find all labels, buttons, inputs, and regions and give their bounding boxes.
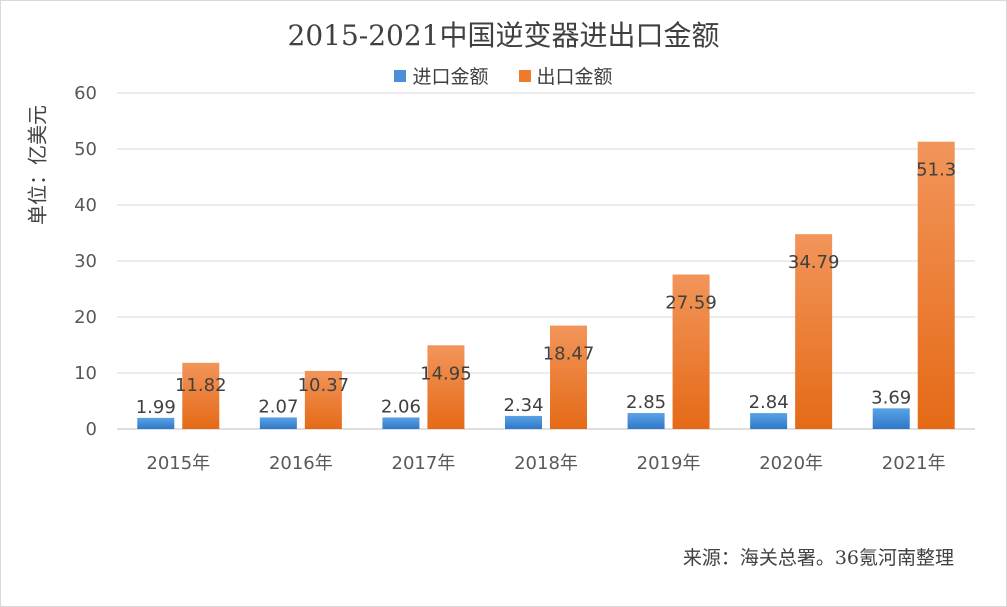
y-tick-label: 0 — [86, 419, 97, 440]
data-label-export: 27.59 — [665, 292, 717, 313]
legend-swatch-import — [394, 69, 407, 82]
chart-title: 2015-2021中国逆变器进出口金额 — [287, 19, 720, 52]
bar-export — [550, 325, 587, 429]
y-tick-label: 50 — [74, 139, 97, 160]
bar-import — [750, 413, 788, 429]
bar-export — [795, 234, 833, 429]
bar-import — [627, 413, 665, 429]
x-tick-label: 2017年 — [392, 453, 456, 474]
data-label-export: 51.3 — [916, 160, 956, 181]
legend-label-export: 出口金额 — [536, 66, 613, 88]
data-label-export: 14.95 — [420, 363, 472, 384]
legend-swatch-export — [518, 69, 531, 82]
x-tick-label: 2016年 — [269, 453, 333, 474]
data-label-export: 11.82 — [175, 375, 227, 396]
legend-item-import: 进口金额 — [394, 62, 489, 89]
data-label-export: 34.79 — [788, 252, 840, 273]
bar-import — [382, 417, 420, 429]
bar-import — [505, 415, 542, 429]
bar-export — [917, 141, 955, 429]
x-tick-label: 2020年 — [759, 453, 823, 474]
data-label-import: 3.69 — [871, 387, 911, 408]
bar-import — [137, 417, 175, 429]
x-tick-label: 2015年 — [146, 453, 210, 474]
data-label-import: 2.06 — [381, 396, 421, 417]
bar-import — [872, 408, 910, 429]
data-label-export: 10.37 — [298, 375, 350, 396]
bar-export — [672, 274, 710, 429]
bar-export — [182, 362, 220, 429]
y-tick-label: 60 — [74, 83, 97, 104]
data-label-import: 2.07 — [258, 396, 298, 417]
data-label-import: 1.99 — [136, 397, 176, 418]
y-tick-label: 20 — [74, 307, 97, 328]
source-note: 来源：海关总署。36氪河南整理 — [682, 547, 954, 569]
data-label-export: 18.47 — [543, 344, 595, 365]
bar-import — [259, 417, 297, 429]
x-tick-label: 2019年 — [637, 453, 701, 474]
legend-item-export: 出口金额 — [518, 62, 613, 89]
legend-label-import: 进口金额 — [412, 66, 489, 88]
bar-export — [427, 345, 465, 429]
x-tick-label: 2021年 — [882, 453, 946, 474]
data-label-import: 2.85 — [626, 392, 666, 413]
y-tick-label: 40 — [74, 195, 97, 216]
data-label-import: 2.84 — [749, 392, 789, 413]
y-tick-label: 30 — [74, 251, 97, 272]
bar-export — [304, 370, 342, 429]
data-label-import: 2.34 — [503, 395, 543, 416]
x-tick-label: 2018年 — [514, 453, 578, 474]
legend: 进口金额 出口金额 — [0, 62, 1007, 89]
y-tick-label: 10 — [74, 363, 97, 384]
